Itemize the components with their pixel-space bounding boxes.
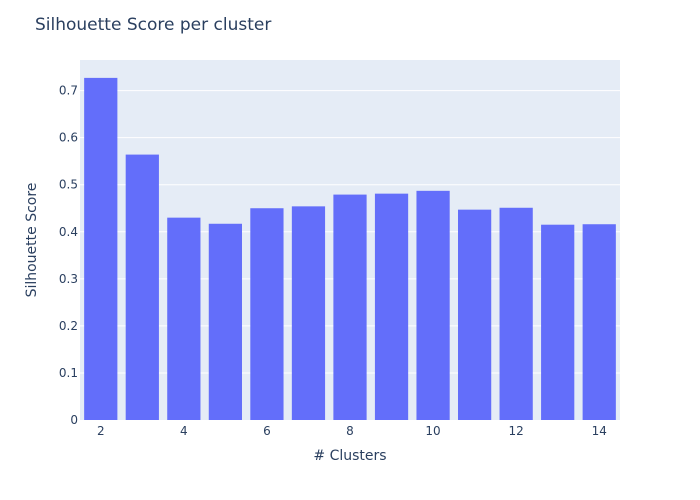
x-tick-label: 2 (97, 424, 105, 438)
bar-clusters-11[interactable] (458, 209, 492, 420)
x-tick-label: 4 (180, 424, 188, 438)
x-tick-label: 14 (592, 424, 607, 438)
y-tick-label: 0.1 (59, 366, 78, 380)
y-tick-label: 0.3 (59, 272, 78, 286)
bar-clusters-14[interactable] (582, 224, 616, 420)
x-tick-label: 6 (263, 424, 271, 438)
x-axis-title: # Clusters (313, 448, 386, 464)
x-tick-label: 10 (425, 424, 440, 438)
bar-clusters-2[interactable] (84, 77, 118, 420)
y-tick-label: 0.4 (59, 225, 78, 239)
chart-title: Silhouette Score per cluster (35, 15, 271, 35)
bar-clusters-13[interactable] (541, 224, 575, 420)
bar-clusters-4[interactable] (167, 217, 201, 420)
y-tick-label: 0.5 (59, 178, 78, 192)
bar-clusters-5[interactable] (208, 223, 242, 420)
bar-clusters-3[interactable] (125, 154, 159, 420)
bar-clusters-12[interactable] (499, 207, 533, 420)
y-axis-title: Silhouette Score (24, 183, 40, 298)
bar-clusters-8[interactable] (333, 194, 367, 420)
y-tick-label: 0.7 (59, 84, 78, 98)
y-tick-label: 0.6 (59, 131, 78, 145)
bar-clusters-6[interactable] (250, 208, 284, 420)
x-tick-label: 8 (346, 424, 354, 438)
bar-clusters-9[interactable] (374, 193, 409, 420)
y-tick-label: 0.2 (59, 319, 78, 333)
x-tick-labels: 2 4 6 8 10 12 14 (97, 424, 607, 438)
y-tick-labels: 0 0.1 0.2 0.3 0.4 0.5 0.6 0.7 (59, 84, 78, 427)
x-tick-label: 12 (509, 424, 524, 438)
bars (84, 77, 616, 420)
y-tick-label: 0 (70, 413, 78, 427)
bar-clusters-7[interactable] (291, 206, 326, 420)
bar-clusters-10[interactable] (416, 190, 450, 420)
